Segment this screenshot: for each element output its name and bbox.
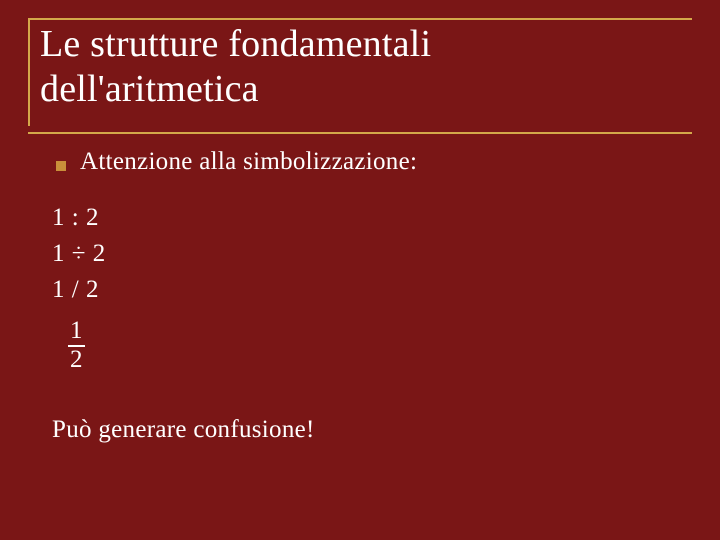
notation-slash: 1 / 2 bbox=[52, 272, 692, 308]
notation-division-sign: 1 ÷ 2 bbox=[52, 236, 692, 272]
slide: Le strutture fondamentali dell'aritmetic… bbox=[0, 0, 720, 540]
slide-title: Le strutture fondamentali dell'aritmetic… bbox=[40, 22, 692, 112]
title-underline bbox=[28, 132, 692, 134]
title-block: Le strutture fondamentali dell'aritmetic… bbox=[28, 18, 692, 126]
notation-fraction: 1 2 bbox=[68, 318, 85, 373]
square-bullet-icon bbox=[56, 161, 66, 171]
bullet-row: Attenzione alla simbolizzazione: bbox=[56, 148, 692, 176]
math-notation-list: 1 : 2 1 ÷ 2 1 / 2 1 2 bbox=[52, 200, 692, 378]
fraction-denominator: 2 bbox=[68, 347, 85, 373]
fraction-numerator: 1 bbox=[68, 318, 85, 346]
title-line-2: dell'aritmetica bbox=[40, 68, 259, 110]
footer-text: Può generare confusione! bbox=[52, 416, 692, 444]
title-line-1: Le strutture fondamentali bbox=[40, 23, 431, 65]
notation-colon: 1 : 2 bbox=[52, 200, 692, 236]
bullet-text: Attenzione alla simbolizzazione: bbox=[80, 148, 417, 176]
